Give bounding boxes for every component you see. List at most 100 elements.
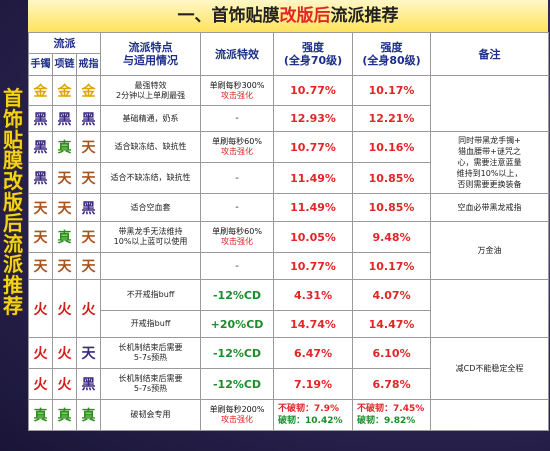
table-row: 火 火 火 不开戒指buff -12%CD 4.31% 4.07% bbox=[28, 279, 550, 338]
str80-cell: 4.07% bbox=[352, 279, 432, 311]
bracelet-grade: 黑 bbox=[28, 162, 53, 194]
str70-cell: 不破韧：7.9% 破韧：10.42% bbox=[273, 399, 354, 431]
feature-cell: 长机制结束后需要 5-7s预热 bbox=[100, 368, 202, 400]
ring-grade: 天 bbox=[75, 221, 102, 253]
effect-cell: 单刷每秒300% 攻击强化 bbox=[200, 75, 275, 106]
effect-line1: 单刷每秒60% bbox=[212, 227, 262, 236]
str70-cell: 12.93% bbox=[273, 105, 354, 132]
effect-cell: -12%CD bbox=[200, 368, 275, 400]
str70-cell: 11.49% bbox=[273, 162, 354, 194]
str70-cell: 11.49% bbox=[273, 193, 354, 222]
title-suffix: 流派推荐 bbox=[330, 6, 399, 26]
necklace-grade: 火 bbox=[52, 368, 77, 400]
side-char: 荐 bbox=[3, 293, 23, 318]
build-table: 流派 流派特点 与适用情况 流派特效 强度 (全身70级) 强度 (全身80级)… bbox=[27, 32, 550, 431]
str80-cell: 6.78% bbox=[352, 368, 432, 400]
table-row: 黑 真 天 适合缺冻结、缺抗性 单刷每秒60% 攻击强化 10.77% 10.16… bbox=[28, 131, 550, 194]
unbroken-label: 不破韧： bbox=[278, 404, 315, 414]
effect-cell: -12%CD bbox=[200, 337, 275, 369]
effect-line2: 攻击强化 bbox=[221, 415, 254, 424]
effect-cell: 单刷每秒60% 攻击强化 bbox=[200, 221, 275, 253]
feature-cell: 适合空血套 bbox=[100, 193, 202, 222]
side-char: 饰 bbox=[3, 106, 23, 131]
side-char: 改 bbox=[3, 169, 23, 194]
features-header: 流派特点 与适用情况 bbox=[100, 32, 202, 76]
broken-value: 10.42% bbox=[305, 416, 343, 426]
feature-cell: 基础精通，奶系 bbox=[100, 105, 202, 132]
effect-cell: - bbox=[200, 252, 275, 280]
unbroken-value: 7.9% bbox=[314, 404, 340, 414]
feature-cell: 长机制结束后需要 5-7s预热 bbox=[100, 337, 202, 369]
table-row: 金 金 金 最强特效 2分钟以上单刷最强 单刷每秒300% 攻击强化 10.77%… bbox=[28, 75, 550, 132]
necklace-grade: 天 bbox=[52, 252, 77, 280]
str80-cell: 12.21% bbox=[352, 105, 432, 132]
feature-cell: 适合不缺冻结，缺抗性 bbox=[100, 162, 202, 194]
page-title: 一、首饰贴膜改版后流派推荐 bbox=[28, 0, 548, 32]
bracelet-grade: 天 bbox=[28, 252, 53, 280]
table-row: 天 天 天 - 10.77% 10.17% bbox=[28, 252, 549, 280]
broken-value: 9.82% bbox=[384, 416, 416, 426]
effect-line1: 单刷每秒60% bbox=[212, 137, 262, 146]
notes-cell: 万金油 bbox=[430, 221, 550, 280]
side-char: 流 bbox=[3, 231, 23, 256]
ring-header: 戒指 bbox=[75, 53, 102, 76]
bracelet-grade: 黑 bbox=[28, 131, 53, 163]
str80-cell: 10.85% bbox=[352, 193, 432, 222]
ring-grade: 金 bbox=[75, 75, 102, 106]
feature-cell: 带黑龙手无法维持 10%以上蓝可以使用 bbox=[100, 221, 202, 253]
effect-cell: - bbox=[200, 105, 275, 132]
feature-cell: 破韧会专用 bbox=[100, 399, 202, 431]
side-char: 首 bbox=[3, 86, 23, 110]
bracelet-grade: 天 bbox=[28, 193, 53, 222]
str70-cell: 10.77% bbox=[273, 131, 354, 163]
str80-cell: 6.10% bbox=[352, 337, 432, 369]
effect-cell: +20%CD bbox=[200, 310, 275, 338]
unbroken-label: 不破韧： bbox=[357, 404, 394, 414]
table-row: 天 天 黑 适合空血套 - 11.49% 10.85% 空血必带黑龙戒指 bbox=[28, 193, 550, 222]
necklace-grade: 真 bbox=[52, 399, 77, 431]
effect-cell: - bbox=[200, 193, 275, 222]
str80-cell: 14.47% bbox=[352, 310, 432, 338]
header-row: 流派 流派特点 与适用情况 流派特效 强度 (全身70级) 强度 (全身80级)… bbox=[27, 32, 550, 76]
broken-label: 破韧： bbox=[357, 416, 385, 426]
notes-cell: 同时带黑龙手镯+ 猎血腰带+谜咒之 心，需要注意蓝量 维持到10%以上， 否则需… bbox=[430, 131, 550, 194]
bracelet-grade: 金 bbox=[28, 75, 53, 106]
side-char: 膜 bbox=[3, 148, 23, 173]
unbroken-value: 7.45% bbox=[393, 404, 425, 414]
str80-cell: 10.16% bbox=[352, 131, 432, 163]
side-char: 后 bbox=[3, 210, 23, 235]
table-row: 开戒指buff +20%CD 14.74% 14.47% bbox=[29, 310, 549, 338]
school-header: 流派 bbox=[27, 32, 102, 54]
notes-header: 备注 bbox=[430, 32, 550, 76]
effect-line2: 攻击强化 bbox=[221, 237, 254, 246]
str70-header: 强度 (全身70级) bbox=[273, 32, 354, 76]
feature-cell bbox=[100, 252, 202, 280]
effect-header: 流派特效 bbox=[200, 32, 275, 76]
notes-cell-empty bbox=[430, 279, 550, 338]
ring-grade: 黑 bbox=[75, 193, 102, 222]
side-vertical-title: 首 饰 贴 膜 改 版 后 流 派 推 荐 bbox=[0, 88, 26, 317]
ring-grade: 天 bbox=[75, 252, 102, 280]
feature-cell: 适合缺冻结、缺抗性 bbox=[100, 131, 202, 163]
str70-cell: 6.47% bbox=[273, 337, 354, 369]
notes-cell-empty bbox=[430, 75, 550, 132]
bracelet-grade: 天 bbox=[28, 221, 53, 253]
necklace-grade: 火 bbox=[52, 337, 77, 369]
table-row: 真 真 真 破韧会专用 单刷每秒200% 攻击强化 不破韧：7.9% 破韧：10.… bbox=[28, 399, 550, 431]
necklace-grade: 金 bbox=[52, 75, 77, 106]
ring-grade: 黑 bbox=[75, 368, 102, 400]
effect-line1: 单刷每秒300% bbox=[209, 80, 265, 90]
effect-cell: - bbox=[200, 162, 275, 194]
necklace-grade: 真 bbox=[52, 221, 77, 253]
necklace-grade: 火 bbox=[52, 279, 77, 338]
str70-cell: 4.31% bbox=[273, 279, 354, 311]
ring-grade: 天 bbox=[75, 162, 102, 194]
side-char: 版 bbox=[3, 189, 23, 214]
table-row: 火 火 天 长机制结束后需要 5-7s预热 -12%CD 6.47% 6.10%… bbox=[28, 337, 550, 400]
effect-line2: 攻击强化 bbox=[221, 147, 254, 156]
str80-cell: 10.85% bbox=[352, 162, 432, 194]
ring-grade: 黑 bbox=[75, 105, 102, 132]
str70-cell: 14.74% bbox=[273, 310, 354, 338]
effect-line1: 单刷每秒200% bbox=[209, 405, 265, 414]
necklace-grade: 黑 bbox=[52, 105, 77, 132]
